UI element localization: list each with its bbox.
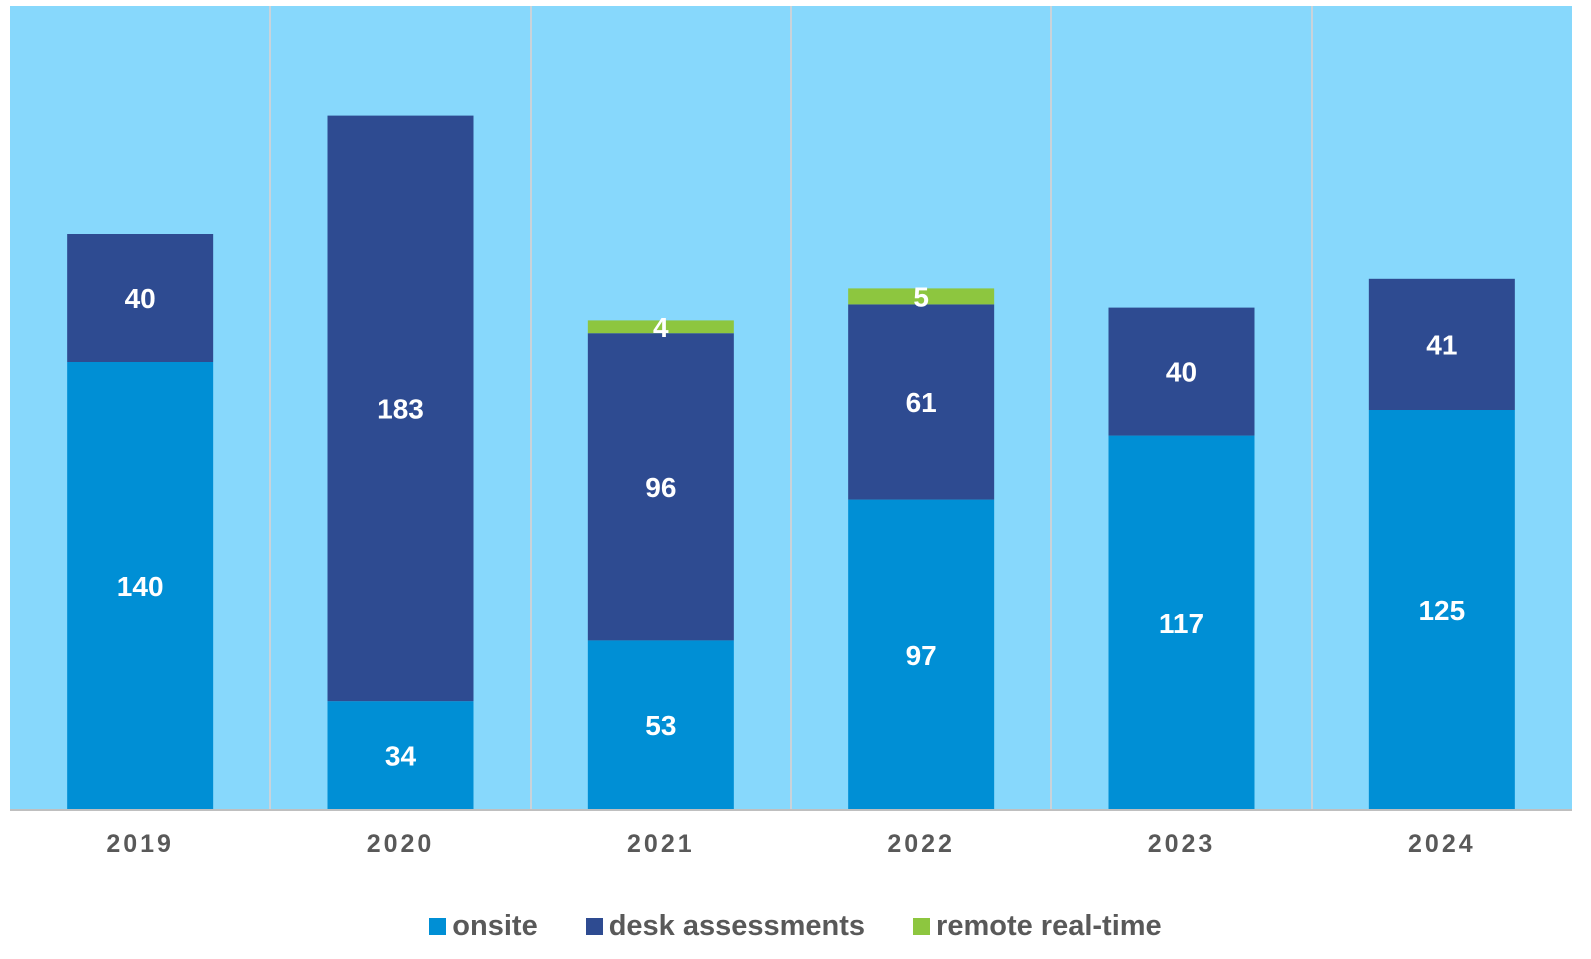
data-label-onsite-2020: 34 xyxy=(385,741,417,772)
data-label-desk-assessments-2020: 183 xyxy=(377,393,424,424)
legend-swatch-remote-real-time xyxy=(913,918,931,935)
data-label-desk-assessments-2024: 41 xyxy=(1426,329,1457,360)
bar-segment-onsite-2019 xyxy=(67,362,214,810)
legend-swatch-onsite xyxy=(429,918,447,935)
data-label-desk-assessments-2022: 61 xyxy=(906,387,937,418)
bar-segment-remote-real-time-2022 xyxy=(848,288,995,305)
bar-segment-remote-real-time-2021 xyxy=(587,320,734,334)
bar-segment-onsite-2021 xyxy=(587,640,734,810)
bar-segment-onsite-2024 xyxy=(1368,410,1515,810)
data-labels: 140 40 34 183 53 96 4 97 61 5 117 40 125 41 xyxy=(117,281,1465,771)
legend-label-onsite: onsite xyxy=(452,910,538,942)
data-label-onsite-2021: 53 xyxy=(645,710,676,741)
x-axis-ticks: 2019 2020 2021 2022 2023 2024 xyxy=(106,830,1476,858)
x-tick-label-2020: 2020 xyxy=(367,830,435,858)
x-tick-label-2019: 2019 xyxy=(106,830,174,858)
data-label-onsite-2023: 117 xyxy=(1159,608,1204,639)
bar-segment-desk-assessments-2023 xyxy=(1108,307,1255,436)
data-label-onsite-2024: 125 xyxy=(1418,595,1465,626)
data-label-desk-assessments-2019: 40 xyxy=(125,283,156,314)
bar-segment-onsite-2020 xyxy=(327,701,474,810)
data-label-remote-real-time-2022: 5 xyxy=(913,281,929,312)
bar-segment-onsite-2022 xyxy=(848,499,995,810)
data-label-desk-assessments-2021: 96 xyxy=(645,472,676,503)
legend-label-desk-assessments: desk assessments xyxy=(608,910,866,942)
bar-segment-desk-assessments-2024 xyxy=(1368,278,1515,410)
data-label-desk-assessments-2023: 40 xyxy=(1166,357,1197,388)
bars xyxy=(67,115,1515,810)
legend-swatch-desk-assessments xyxy=(585,918,603,935)
legend-item-desk-assessments: desk assessments xyxy=(585,910,866,943)
bar-segment-desk-assessments-2020 xyxy=(327,115,474,702)
category-dividers xyxy=(269,6,1313,810)
x-tick-label-2021: 2021 xyxy=(627,830,695,858)
bar-segment-desk-assessments-2019 xyxy=(67,234,214,362)
x-tick-label-2024: 2024 xyxy=(1408,830,1476,858)
legend-item-onsite: onsite xyxy=(429,910,538,943)
x-tick-label-2022: 2022 xyxy=(887,830,955,858)
x-tick-label-2023: 2023 xyxy=(1148,830,1216,858)
bar-segment-desk-assessments-2021 xyxy=(587,333,734,641)
bar-segment-onsite-2023 xyxy=(1108,435,1255,810)
data-label-remote-real-time-2021: 4 xyxy=(653,312,669,343)
legend: onsite desk assessments remote real-time xyxy=(0,910,1591,943)
legend-item-remote-real-time: remote real-time xyxy=(913,910,1162,943)
bar-segment-desk-assessments-2022 xyxy=(848,304,995,500)
data-label-onsite-2019: 140 xyxy=(117,571,164,602)
legend-label-remote-real-time: remote real-time xyxy=(936,910,1162,942)
data-label-onsite-2022: 97 xyxy=(906,640,937,671)
